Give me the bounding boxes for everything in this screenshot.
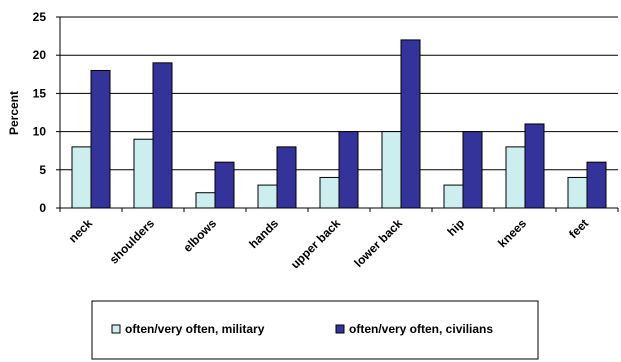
bar-civilians-hip	[462, 131, 483, 209]
bar-civilians-upper-back	[338, 131, 359, 209]
bar-civilians-feet	[586, 161, 607, 209]
y-tick-label: 10	[33, 125, 47, 139]
bar-civilians-shoulders	[152, 62, 173, 209]
y-tick-label: 0	[39, 201, 46, 215]
x-tick-label: hands	[246, 216, 281, 251]
x-tick-label: upper back	[288, 216, 343, 271]
x-tick-label: hip	[444, 216, 467, 239]
bar-military-lower-back	[381, 131, 402, 209]
x-tick-label: feet	[566, 216, 591, 241]
y-tick-label: 25	[33, 10, 47, 24]
legend-box	[91, 300, 539, 360]
bar-civilians-lower-back	[400, 39, 421, 209]
bar-civilians-hands	[276, 146, 297, 209]
x-tick-label: lower back	[351, 216, 405, 270]
bar-military-hands	[257, 184, 278, 209]
bar-military-neck	[71, 146, 92, 209]
y-tick-label: 15	[33, 86, 47, 100]
bar-civilians-neck	[90, 69, 111, 209]
x-tick-label: elbows	[180, 216, 219, 255]
legend-swatch-military	[111, 324, 121, 334]
legend-label-civilians: often/very often, civilians	[349, 322, 493, 336]
bar-military-knees	[505, 146, 526, 209]
x-tick-label: neck	[66, 216, 95, 245]
y-tick-label: 20	[33, 48, 47, 62]
legend-label-military: often/very often, military	[125, 322, 265, 336]
x-tick-labels: neck shoulders elbows hands upper back lower …	[59, 208, 619, 271]
bar-military-upper-back	[319, 176, 340, 209]
y-tick-labels: 0 5 10 15 20 25	[33, 10, 60, 215]
bar-military-shoulders	[133, 138, 154, 209]
bar-military-elbows	[195, 192, 216, 209]
bar-military-hip	[443, 184, 464, 209]
y-axis-label: Percent	[7, 91, 21, 135]
bar-civilians-elbows	[214, 161, 235, 209]
x-tick-label: knees	[495, 216, 529, 250]
x-tick-label: shoulders	[107, 216, 158, 267]
bar-civilians-knees	[524, 123, 545, 209]
bar-military-feet	[567, 176, 588, 209]
legend-swatch-civilians	[335, 324, 345, 334]
legend: often/very often, military often/very of…	[91, 300, 539, 360]
bars	[71, 39, 607, 209]
y-tick-label: 5	[39, 163, 46, 177]
